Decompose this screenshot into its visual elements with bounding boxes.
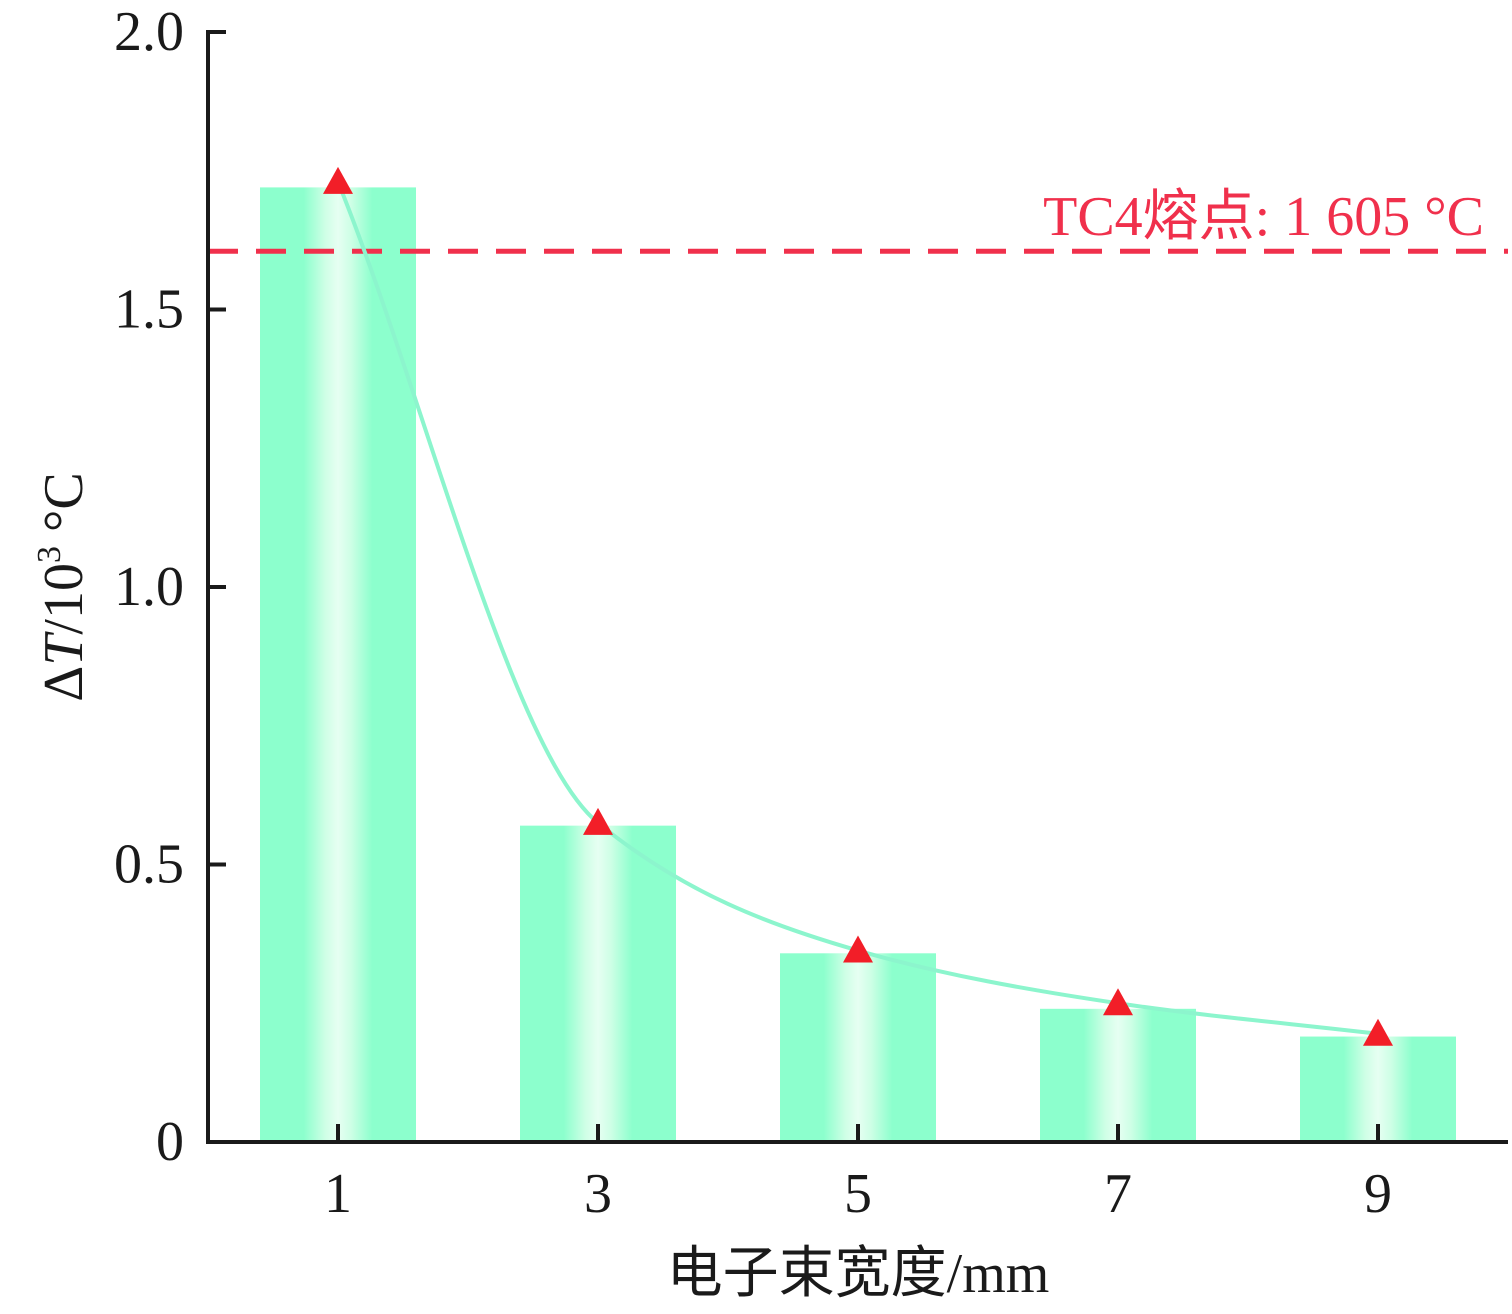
y-tick-label: 0.5 <box>114 834 184 896</box>
x-tick-label: 3 <box>584 1163 612 1225</box>
trend-line <box>336 181 1379 1036</box>
x-axis-title: 电子束宽度/mm <box>667 1243 1050 1305</box>
y-tick-label: 2.0 <box>114 1 184 63</box>
y-tick-label: 1.5 <box>114 279 184 341</box>
x-tick-label: 5 <box>844 1163 872 1225</box>
marker-9 <box>1363 1018 1393 1046</box>
marker-7 <box>1103 988 1133 1016</box>
x-tick-label: 9 <box>1364 1163 1392 1225</box>
bar-1 <box>260 187 416 1142</box>
y-tick-label: 0 <box>156 1111 184 1173</box>
bar-3 <box>520 825 676 1142</box>
markers-layer <box>323 166 1393 1046</box>
melting-point-label: TC4熔点: 1 605 °C <box>1043 186 1484 248</box>
bar-7 <box>1040 1008 1196 1142</box>
marker-5 <box>843 935 873 963</box>
y-axis-title: ΔT/103 °C <box>31 472 95 701</box>
labels-layer: 0 0.5 1.0 1.5 2.0 1 3 5 7 9 电子束宽度/mm ΔT/103 °C <box>31 1 1392 1305</box>
trend-line-layer <box>336 181 1379 1036</box>
x-tick-label: 7 <box>1104 1163 1132 1225</box>
reference-line-layer: TC4熔点: 1 605 °C <box>208 186 1508 254</box>
marker-1 <box>323 166 353 194</box>
marker-3 <box>583 807 613 835</box>
x-tick-label: 1 <box>324 1163 352 1225</box>
bar-5 <box>780 953 936 1142</box>
axes-layer <box>206 30 1508 1144</box>
y-tick-label: 1.0 <box>114 556 184 618</box>
bars-layer <box>260 187 1456 1142</box>
